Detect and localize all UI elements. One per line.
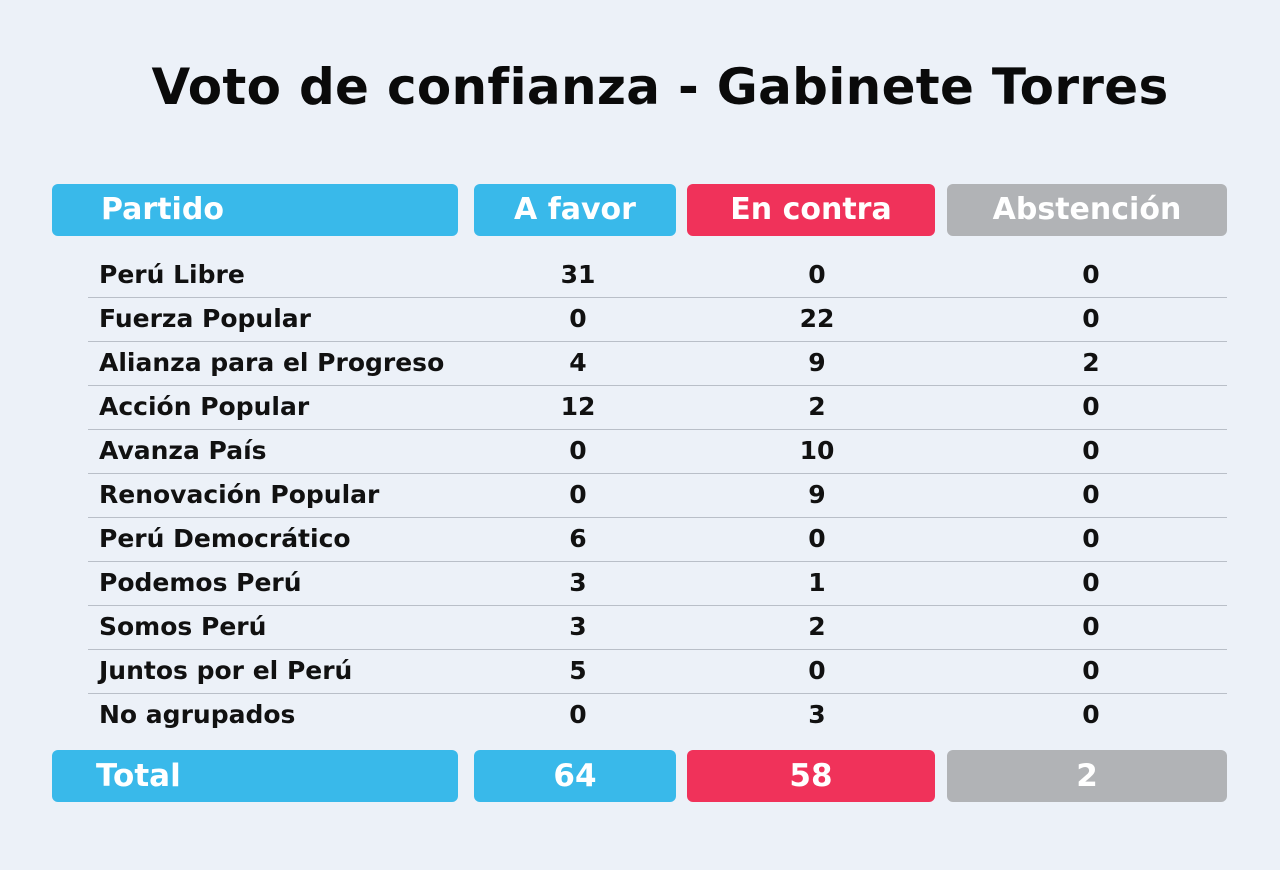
party-name: Avanza País (99, 436, 267, 465)
table-row: Fuerza Popular 0 22 0 (0, 297, 1280, 341)
vote-a-favor: 31 (560, 260, 596, 289)
table-row: Perú Libre 31 0 0 (0, 253, 1280, 297)
vote-en-contra: 9 (808, 348, 826, 377)
vote-a-favor: 0 (569, 480, 587, 509)
party-name: Fuerza Popular (99, 304, 311, 333)
row-divider (88, 297, 1227, 298)
vote-a-favor: 0 (569, 700, 587, 729)
header-a-favor: A favor (474, 184, 676, 236)
vote-abstencion: 0 (1082, 392, 1100, 421)
vote-abstencion: 0 (1082, 524, 1100, 553)
vote-a-favor: 5 (569, 656, 587, 685)
vote-abstencion: 2 (1082, 348, 1100, 377)
party-name: Perú Libre (99, 260, 245, 289)
party-name: Alianza para el Progreso (99, 348, 445, 377)
vote-en-contra: 22 (799, 304, 835, 333)
party-name: Acción Popular (99, 392, 310, 421)
vote-en-contra: 0 (808, 656, 826, 685)
vote-en-contra: 3 (808, 700, 826, 729)
party-name: Somos Perú (99, 612, 267, 641)
vote-en-contra: 0 (808, 260, 826, 289)
total-abstencion: 2 (947, 750, 1227, 802)
vote-en-contra: 2 (808, 612, 826, 641)
vote-en-contra: 0 (808, 524, 826, 553)
table-row: Podemos Perú 3 1 0 (0, 561, 1280, 605)
table-row: Renovación Popular 0 9 0 (0, 473, 1280, 517)
vote-a-favor: 0 (569, 304, 587, 333)
table-row: Alianza para el Progreso 4 9 2 (0, 341, 1280, 385)
row-divider (88, 385, 1227, 386)
header-partido: Partido (52, 184, 458, 236)
party-name: Renovación Popular (99, 480, 380, 509)
party-name: Perú Democrático (99, 524, 351, 553)
header-en-contra: En contra (687, 184, 935, 236)
vote-a-favor: 3 (569, 568, 587, 597)
vote-en-contra: 1 (808, 568, 826, 597)
total-en-contra: 58 (687, 750, 935, 802)
row-divider (88, 693, 1227, 694)
vote-abstencion: 0 (1082, 656, 1100, 685)
row-divider (88, 561, 1227, 562)
total-label: Total (52, 750, 458, 802)
vote-a-favor: 6 (569, 524, 587, 553)
row-divider (88, 649, 1227, 650)
vote-abstencion: 0 (1082, 568, 1100, 597)
chart-title: Voto de confianza - Gabinete Torres (151, 58, 1169, 116)
vote-a-favor: 12 (560, 392, 596, 421)
vote-en-contra: 9 (808, 480, 826, 509)
table-row: No agrupados 0 3 0 (0, 693, 1280, 737)
vote-abstencion: 0 (1082, 612, 1100, 641)
row-divider (88, 429, 1227, 430)
row-divider (88, 341, 1227, 342)
table-row: Acción Popular 12 2 0 (0, 385, 1280, 429)
table-row: Somos Perú 3 2 0 (0, 605, 1280, 649)
vote-en-contra: 2 (808, 392, 826, 421)
vote-a-favor: 3 (569, 612, 587, 641)
vote-abstencion: 0 (1082, 304, 1100, 333)
party-name: No agrupados (99, 700, 296, 729)
row-divider (88, 517, 1227, 518)
table-row: Juntos por el Perú 5 0 0 (0, 649, 1280, 693)
table-row: Avanza País 0 10 0 (0, 429, 1280, 473)
row-divider (88, 473, 1227, 474)
vote-abstencion: 0 (1082, 480, 1100, 509)
header-abstencion: Abstención (947, 184, 1227, 236)
party-name: Podemos Perú (99, 568, 302, 597)
total-a-favor: 64 (474, 750, 676, 802)
table-row: Perú Democrático 6 0 0 (0, 517, 1280, 561)
vote-abstencion: 0 (1082, 260, 1100, 289)
vote-abstencion: 0 (1082, 436, 1100, 465)
vote-a-favor: 4 (569, 348, 587, 377)
vote-en-contra: 10 (799, 436, 835, 465)
party-name: Juntos por el Perú (99, 656, 353, 685)
row-divider (88, 605, 1227, 606)
vote-a-favor: 0 (569, 436, 587, 465)
vote-abstencion: 0 (1082, 700, 1100, 729)
